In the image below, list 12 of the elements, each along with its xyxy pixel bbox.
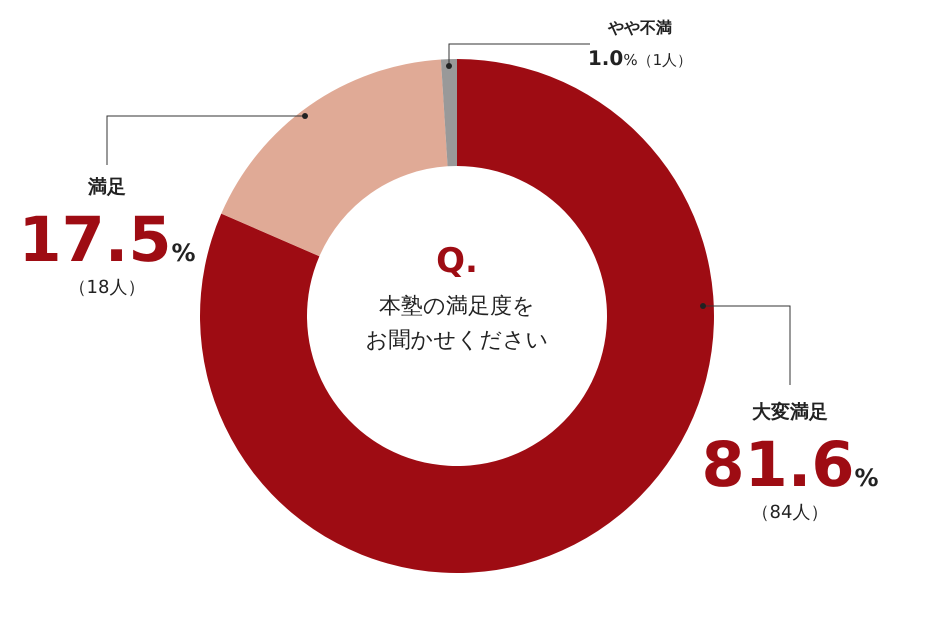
text: （84人） (752, 502, 828, 523)
data-label: 17.5% (18, 203, 196, 276)
text: Q. (436, 241, 478, 281)
slice-label: 大変満足 (752, 401, 828, 423)
slice-label: 満足 (87, 176, 126, 198)
text: 本塾の満足度をお聞かせください (366, 294, 548, 353)
text: （18人） (68, 277, 146, 298)
text: （1人） (638, 51, 692, 69)
slice-label: やや不満 (607, 18, 672, 37)
donut-slice (440, 59, 457, 166)
data-label: 1.0% (588, 46, 638, 70)
data-label: 81.6% (701, 428, 879, 501)
